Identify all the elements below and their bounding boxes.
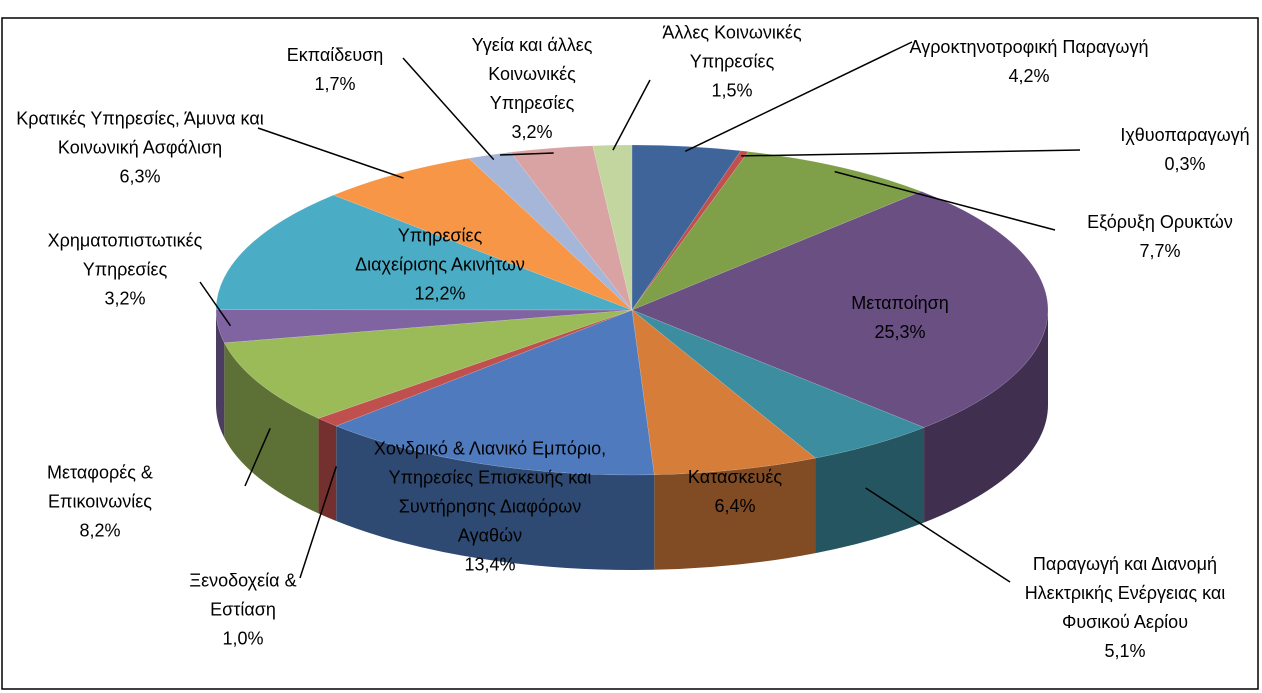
label-value: 5,1% xyxy=(1104,641,1146,661)
leader-line xyxy=(612,79,651,151)
leader-line xyxy=(741,149,1081,157)
label-value: 6,4% xyxy=(714,496,756,516)
leader-line xyxy=(402,57,495,161)
label-category: Χρηματοπιστωτικές Υπηρεσίες xyxy=(47,230,203,280)
label-category: Μεταποίηση xyxy=(851,293,949,313)
label-category: Άλλες Κοινωνικές Υπηρεσίες xyxy=(662,22,802,72)
label-category: Χονδρικό & Λιανικό Εμπόριο, Υπηρεσίες Επ… xyxy=(373,438,607,546)
label-value: 25,3% xyxy=(874,322,926,342)
slice-side xyxy=(654,458,816,570)
label-category: Ξενοδοχεία & Εστίαση xyxy=(189,570,297,620)
data-label: Αγροκτηνοτροφική Παραγωγή 4,2% xyxy=(909,33,1149,91)
leader-line xyxy=(865,487,1011,583)
label-category: Ιχθυοπαραγωγή xyxy=(1120,125,1250,145)
slice xyxy=(631,151,922,311)
label-value: 4,2% xyxy=(1008,66,1050,86)
data-label: Παραγωγή και Διανομή Ηλεκτρικής Ενέργεια… xyxy=(1000,550,1250,666)
label-value: 8,2% xyxy=(79,520,121,541)
data-label: Άλλες Κοινωνικές Υπηρεσίες 1,5% xyxy=(622,19,842,106)
data-label: Ξενοδοχεία & Εστίαση 1,0% xyxy=(163,567,323,654)
slice-side xyxy=(224,342,319,514)
label-category: Υγεία και άλλες Κοινωνικές Υπηρεσίες xyxy=(471,35,593,113)
label-value: 1,7% xyxy=(314,74,356,94)
leader-line xyxy=(199,281,232,327)
slice xyxy=(332,157,633,311)
label-value: 0,3% xyxy=(1164,154,1206,174)
data-label: Υπηρεσίες Διαχείρισης Ακινήτων 12,2% xyxy=(355,222,525,309)
slice-side xyxy=(216,310,225,438)
leader-line xyxy=(299,466,338,579)
data-label: Υγεία και άλλες Κοινωνικές Υπηρεσίες 3,2% xyxy=(452,31,612,147)
label-category: Παραγωγή και Διανομή Ηλεκτρικής Ενέργεια… xyxy=(1024,554,1226,632)
slice xyxy=(510,145,633,311)
data-label: Μεταποίηση 25,3% xyxy=(815,289,985,347)
label-category: Εξόρυξη Ορυκτών xyxy=(1087,212,1233,232)
label-category: Εκπαίδευση xyxy=(286,45,384,65)
slice xyxy=(215,194,633,311)
label-value: 7,7% xyxy=(1139,241,1181,261)
slice xyxy=(631,309,817,476)
slice xyxy=(631,309,925,459)
label-value: 1,0% xyxy=(222,628,264,649)
leader-line xyxy=(257,127,404,179)
leader-line xyxy=(244,428,271,487)
label-value: 13,4% xyxy=(464,554,516,575)
slice-side xyxy=(336,426,655,570)
slice xyxy=(631,144,742,311)
slice xyxy=(631,191,1049,428)
label-value: 1,5% xyxy=(711,80,753,101)
slice-side xyxy=(924,310,1048,523)
slice xyxy=(317,309,633,427)
slice xyxy=(335,309,655,476)
data-label: Ιχθυοπαραγωγή 0,3% xyxy=(1100,121,1262,179)
label-value: 3,2% xyxy=(104,288,146,309)
data-label: Μεταφορές & Επικοινωνίες 8,2% xyxy=(15,459,185,546)
slice xyxy=(223,309,633,419)
slice xyxy=(215,309,633,344)
leader-line xyxy=(684,41,913,153)
slice xyxy=(592,144,633,311)
data-label: Κρατικές Υπηρεσίες, Άμυνα και Κοινωνική … xyxy=(10,105,270,192)
label-category: Υπηρεσίες Διαχείρισης Ακινήτων xyxy=(355,225,525,275)
data-label: Εκπαίδευση 1,7% xyxy=(265,41,405,99)
leader-line xyxy=(834,170,1056,231)
leader-line xyxy=(499,152,554,156)
label-category: Μεταφορές & Επικοινωνίες xyxy=(47,462,153,512)
label-category: Κρατικές Υπηρεσίες, Άμυνα και Κοινωνική … xyxy=(16,108,264,158)
label-value: 12,2% xyxy=(414,283,466,304)
label-value: 6,3% xyxy=(119,166,161,187)
data-label: Εξόρυξη Ορυκτών 7,7% xyxy=(1065,208,1255,266)
slice xyxy=(631,150,749,311)
label-value: 3,2% xyxy=(511,122,553,142)
label-category: Αγροκτηνοτροφική Παραγωγή xyxy=(909,37,1149,57)
data-label: Χρηματοπιστωτικές Υπηρεσίες 3,2% xyxy=(10,227,240,314)
data-label: Κατασκευές 6,4% xyxy=(660,463,810,521)
label-category: Κατασκευές xyxy=(687,467,783,487)
slice-side xyxy=(318,418,337,522)
data-label: Χονδρικό & Λιανικό Εμπόριο, Υπηρεσίες Επ… xyxy=(365,435,615,580)
